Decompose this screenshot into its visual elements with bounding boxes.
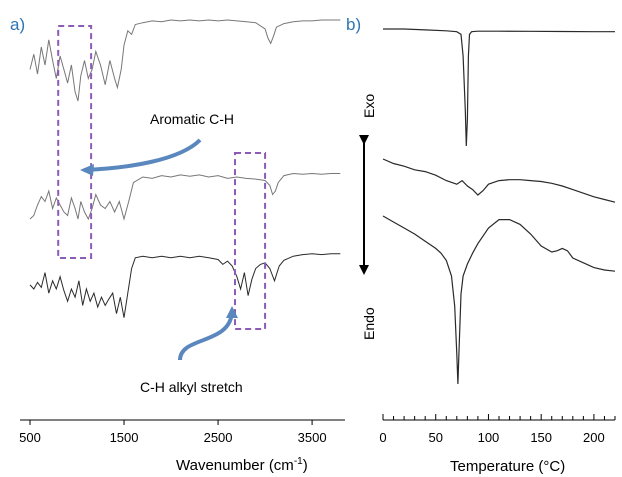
ir-spectra	[29, 19, 341, 318]
ir-spectrum-line	[29, 253, 341, 318]
panel-a-tick-label: 500	[19, 430, 41, 445]
aromatic-ch-label: Aromatic C-H	[150, 111, 234, 127]
panel-a-tick-label: 1500	[110, 430, 139, 445]
panel-a: a) Aromatic C-H C-H alkyl stretch 500 150…	[10, 15, 345, 474]
panel-b-x-axis-label: Temperature (°C)	[450, 458, 565, 475]
alkyl-stretch-label: C-H alkyl stretch	[140, 379, 243, 395]
alkyl-arrow	[178, 311, 234, 361]
panel-b-tick-label: 200	[583, 430, 605, 445]
panel-b-tick-label: 50	[428, 430, 442, 445]
panel-a-x-axis-label: Wavenumber (cm-1)	[176, 456, 308, 474]
panel-a-label: a)	[10, 15, 25, 34]
panel-b: b) Exo Endo 0 50 100 150 200 Temperature (°C…	[346, 15, 616, 475]
ir-spectrum-line	[29, 19, 341, 102]
aromatic-arrow	[83, 138, 202, 172]
panel-b-tick-label: 100	[478, 430, 500, 445]
aromatic-arrowhead	[80, 164, 94, 176]
alkyl-arrowhead	[226, 306, 238, 318]
dsc-curves	[382, 28, 616, 385]
aromatic-ch-box	[57, 25, 93, 259]
dsc-curve-line	[383, 28, 615, 147]
dsc-curve-line	[382, 215, 616, 385]
exo-label: Exo	[361, 94, 377, 118]
panel-b-x-axis: 0 50 100 150 200	[379, 414, 616, 445]
dsc-curve-line	[382, 158, 616, 203]
panel-b-tick-label: 0	[379, 430, 386, 445]
panel-a-tick-label: 2500	[204, 430, 233, 445]
panel-b-tick-label: 150	[530, 430, 552, 445]
alkyl-ch-box	[233, 152, 267, 330]
ir-spectrum-line	[29, 172, 341, 221]
panel-b-label: b)	[346, 15, 361, 34]
panel-a-x-axis: 500 1500 2500 3500	[19, 419, 345, 445]
panel-a-tick-label: 3500	[298, 430, 327, 445]
endo-label: Endo	[361, 307, 377, 340]
